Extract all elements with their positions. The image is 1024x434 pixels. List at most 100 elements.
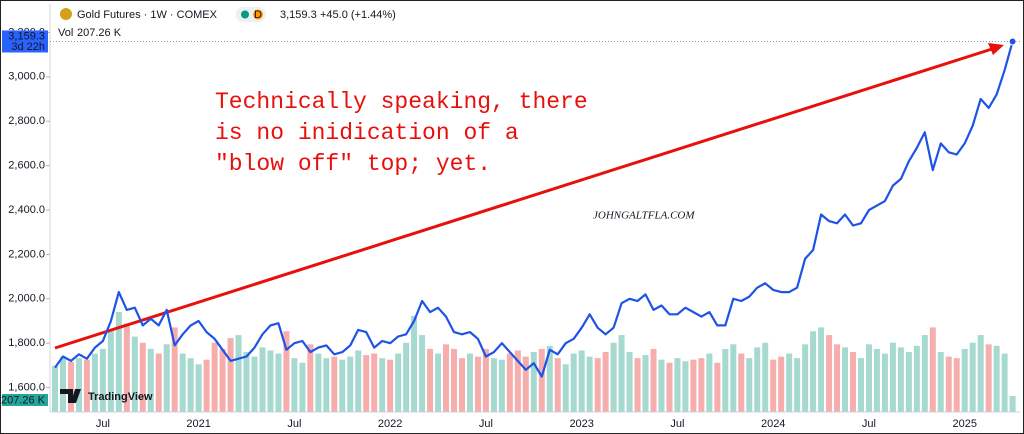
volume-bar <box>115 312 122 412</box>
volume-bar <box>187 358 194 412</box>
volume-bar <box>730 344 737 412</box>
volume-bar <box>506 353 513 412</box>
arrow-head <box>988 43 1004 55</box>
volume-bar <box>267 350 274 412</box>
badge: D <box>254 9 262 21</box>
logo-mark <box>60 389 81 403</box>
price-box-label: 3,159.3 <box>8 30 45 42</box>
y-tick-label: 3,000.0 <box>8 71 45 83</box>
volume-box-label: 207.26 K <box>1 394 46 406</box>
volume-bar <box>634 358 641 412</box>
volume-bar <box>666 362 673 412</box>
volume-bar <box>315 353 322 412</box>
volume-bar <box>602 352 609 412</box>
volume-bar <box>674 358 681 412</box>
symbol-icon <box>60 8 72 20</box>
volume-bar <box>259 347 266 412</box>
volume-bar <box>993 345 1000 412</box>
volume-bar <box>482 348 489 412</box>
y-tick-label: 2,600.0 <box>8 160 45 172</box>
annotation: Technically speaking, there <box>215 89 588 115</box>
status-dot <box>241 10 249 19</box>
volume-bar <box>698 358 705 412</box>
volume-bar <box>347 356 354 412</box>
y-tick-label: 2,000.0 <box>8 293 45 305</box>
volume-bar <box>235 335 242 412</box>
volume-bar <box>514 350 521 412</box>
logo-text: TradingView <box>88 391 153 403</box>
volume-bar <box>427 348 434 412</box>
volume-bar <box>818 327 825 412</box>
volume-bar <box>474 356 481 412</box>
volume-bar <box>762 342 769 412</box>
volume-bar <box>163 344 170 412</box>
y-tick-label: 1,800.0 <box>8 337 45 349</box>
volume-bar <box>650 348 657 412</box>
volume-bar <box>171 327 178 412</box>
volume-bar <box>714 362 721 412</box>
volume-bar <box>211 342 218 412</box>
volume-title: Vol <box>58 27 73 39</box>
volume-bar <box>275 353 282 412</box>
volume-bar <box>331 356 338 412</box>
volume-bar <box>363 355 370 412</box>
x-tick-label: 2023 <box>569 418 593 430</box>
volume-bar <box>746 358 753 412</box>
x-tick-label: Jul <box>96 418 110 430</box>
volume-bar <box>299 362 306 412</box>
volume-bar <box>123 323 130 412</box>
volume-bar <box>850 352 856 412</box>
volume-bar <box>794 358 801 412</box>
volume-bar <box>355 350 362 412</box>
annotation: is no inidication of a <box>215 120 519 146</box>
volume-bar <box>291 358 298 412</box>
volume-bar <box>905 352 912 412</box>
volume-bar <box>810 331 817 412</box>
volume-bar <box>219 348 226 412</box>
x-tick-label: 2024 <box>761 418 785 430</box>
volume-bar <box>929 327 936 412</box>
x-tick-label: Jul <box>287 418 301 430</box>
x-tick-label: 2025 <box>952 418 976 430</box>
volume-bar <box>610 342 617 412</box>
volume-bar <box>451 348 457 412</box>
x-tick-label: Jul <box>862 418 876 430</box>
volume-bar <box>99 348 106 412</box>
volume-bar <box>498 359 505 412</box>
volume-bar <box>921 335 928 412</box>
volume-bar <box>1001 353 1008 412</box>
arrow <box>54 47 993 350</box>
volume-bar <box>546 345 553 412</box>
y-tick-label: 2,200.0 <box>8 248 45 260</box>
volume-bar <box>179 353 186 412</box>
volume-bar <box>52 365 58 412</box>
volume-bar <box>594 358 601 412</box>
volume-bar <box>626 352 633 412</box>
volume-bar <box>786 353 793 412</box>
last-price: 3,159.3 <box>280 9 317 21</box>
logo: TradingView <box>60 389 153 403</box>
volume-bar <box>227 338 234 412</box>
volume-bar <box>578 350 585 412</box>
volume-bar <box>690 359 697 412</box>
volume-bar <box>889 342 896 412</box>
volume-bar <box>251 356 258 412</box>
volume-bar <box>419 335 426 412</box>
last-point <box>1008 37 1017 46</box>
volume-bar <box>458 358 465 412</box>
volume-bar <box>371 353 378 412</box>
volume-bar <box>738 353 745 412</box>
volume-bar <box>754 347 761 412</box>
x-tick-label: Jul <box>670 418 684 430</box>
volume-bar <box>562 364 569 412</box>
volume-bar <box>586 356 593 412</box>
volume-bar <box>195 364 202 412</box>
annotation: "blow off" top; yet. <box>215 151 491 177</box>
volume-bar <box>530 352 537 412</box>
volume-bar <box>67 362 74 412</box>
volume-bar <box>59 356 66 412</box>
volume-bar <box>865 344 872 412</box>
volume-bar <box>897 347 904 412</box>
volume-bar <box>969 342 976 412</box>
